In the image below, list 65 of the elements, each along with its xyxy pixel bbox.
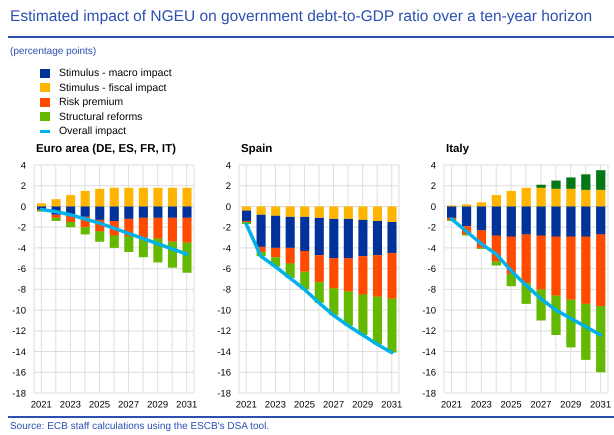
x-tick-label: 2031: [381, 400, 402, 411]
chart-title: Spain: [241, 143, 274, 157]
text: Estimated impact of NGEU on government debt-to-GDP ratio over a ten-year horizon: [10, 8, 592, 26]
y-tick-label: -10: [422, 305, 436, 316]
y-tick-label: 2: [20, 181, 26, 192]
y-tick-label: -14: [217, 346, 231, 358]
y-tick-label: -4: [428, 243, 436, 254]
y-tick-label: 0: [226, 202, 231, 213]
y-tick-label: -8: [428, 284, 436, 296]
y-tick-label: -18: [422, 388, 436, 400]
y-tick-label: -4: [222, 243, 231, 254]
legend-label: Stimulus - macro impact: [59, 67, 172, 80]
y-tick-label: -18: [217, 388, 231, 400]
source-note: Source: ECB staff calculations using the ESCB's DSA tool.: [10, 421, 270, 432]
legend-label: Structural reforms: [59, 110, 142, 123]
y-tick-label: -6: [222, 264, 231, 276]
y-tick-label: -18: [12, 388, 26, 400]
x-tick-label: 2031: [176, 400, 198, 411]
y-tick-label: -10: [12, 305, 26, 316]
y-tick-label: -12: [217, 326, 231, 338]
legend-label: Risk premium: [59, 96, 124, 108]
x-tick-label: 2027: [118, 400, 140, 411]
y-tick-label: -8: [18, 284, 26, 296]
y-tick-label: -2: [222, 222, 231, 234]
x-tick-label: 2025: [500, 400, 522, 411]
x-tick-label: 2029: [560, 400, 582, 411]
x-tick-label: 2023: [60, 400, 81, 411]
x-tick-label: 2023: [264, 400, 286, 411]
x-tick-label: 2021: [440, 400, 462, 411]
y-tick-label: 4: [430, 160, 436, 172]
y-tick-label: 4: [226, 160, 231, 172]
y-tick-label: -4: [18, 243, 26, 254]
y-tick-label: -16: [217, 368, 231, 379]
y-tick-label: -10: [217, 305, 231, 316]
chart-title: Euro area (DE, ES, FR, IT): [36, 143, 177, 157]
x-tick-label: 2025: [88, 400, 110, 411]
y-tick-label: 0: [430, 202, 436, 213]
legend-label: Overall impact: [59, 125, 126, 138]
x-tick-label: 2027: [322, 400, 344, 411]
x-tick-label: 2029: [352, 400, 374, 411]
x-tick-label: 2023: [470, 400, 492, 411]
x-tick-label: 2021: [236, 400, 257, 411]
x-tick-label: 2027: [530, 400, 552, 411]
y-tick-label: -6: [428, 264, 436, 276]
y-tick-label: -6: [18, 264, 26, 276]
y-tick-label: 2: [430, 181, 436, 192]
y-tick-label: -2: [428, 222, 436, 234]
y-tick-label: -8: [222, 284, 231, 296]
y-tick-label: -16: [422, 368, 436, 379]
y-tick-label: 0: [20, 202, 26, 213]
y-tick-label: 2: [226, 181, 231, 192]
y-tick-label: -14: [12, 346, 26, 358]
chart-title: Italy: [446, 143, 470, 157]
legend-label: Stimulus - fiscal impact: [59, 82, 166, 94]
x-tick-label: 2029: [147, 400, 168, 411]
y-tick-label: -2: [18, 222, 26, 234]
x-tick-label: 2025: [294, 400, 316, 411]
y-tick-label: -12: [422, 326, 436, 338]
y-tick-label: 4: [20, 160, 26, 172]
x-tick-label: 2031: [590, 400, 612, 411]
y-tick-label: -12: [12, 326, 26, 338]
text: (percentage points): [10, 46, 96, 57]
y-tick-label: -14: [422, 346, 436, 358]
y-tick-label: -16: [12, 368, 26, 379]
x-tick-label: 2021: [30, 400, 52, 411]
